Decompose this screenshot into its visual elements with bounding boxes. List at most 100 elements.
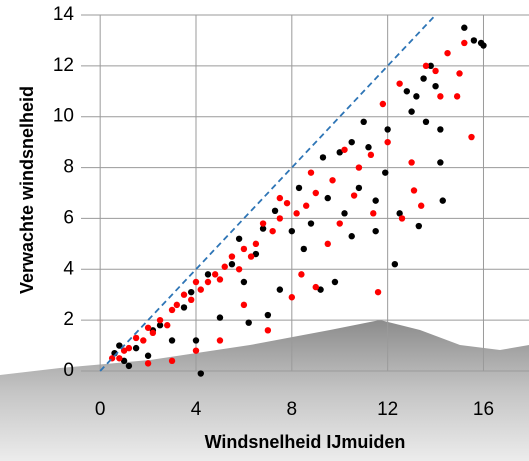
point	[168, 337, 176, 344]
point	[245, 319, 252, 326]
point	[164, 322, 171, 329]
point	[192, 278, 200, 286]
point	[422, 118, 430, 126]
point	[379, 100, 387, 108]
point	[437, 93, 444, 100]
point	[173, 301, 181, 309]
point	[365, 144, 372, 151]
point	[293, 210, 300, 217]
y-tick-label: 0	[63, 360, 74, 381]
point	[444, 49, 451, 57]
point	[367, 151, 375, 159]
point	[331, 278, 339, 286]
x-tick-label: 4	[191, 399, 202, 420]
point	[396, 80, 403, 87]
point	[276, 286, 284, 293]
point	[417, 202, 425, 209]
point	[264, 311, 272, 319]
point	[125, 362, 133, 370]
point	[180, 291, 188, 298]
point	[348, 138, 355, 146]
point	[453, 93, 461, 100]
y-tick-label: 6	[63, 207, 74, 228]
point	[384, 126, 391, 133]
x-tick-label: 16	[473, 399, 494, 420]
point	[461, 24, 468, 31]
point	[370, 210, 377, 217]
point	[144, 360, 152, 367]
point	[437, 126, 444, 133]
point	[468, 133, 475, 141]
point	[382, 169, 389, 176]
point	[283, 199, 291, 207]
point	[247, 253, 255, 260]
point	[132, 334, 140, 342]
point	[295, 184, 303, 192]
point	[477, 39, 485, 47]
point	[372, 227, 379, 235]
point	[120, 357, 128, 365]
y-tick-label: 12	[53, 55, 74, 76]
point	[204, 278, 212, 286]
point	[432, 83, 439, 90]
point	[216, 314, 224, 321]
point	[288, 294, 296, 301]
point	[302, 202, 310, 209]
point	[180, 304, 188, 311]
point	[228, 261, 236, 268]
point	[259, 225, 267, 232]
point	[317, 286, 324, 293]
point	[413, 93, 420, 100]
point	[374, 288, 382, 296]
point	[312, 189, 319, 197]
point	[329, 177, 336, 184]
point	[149, 329, 157, 337]
point	[336, 220, 343, 227]
point	[422, 62, 430, 70]
point	[168, 357, 176, 365]
x-tick-label: 12	[377, 399, 398, 420]
point	[360, 118, 367, 126]
background-dune	[0, 320, 529, 461]
point	[420, 75, 427, 82]
point	[116, 342, 123, 349]
point	[235, 235, 243, 242]
point	[240, 278, 248, 286]
point	[259, 220, 267, 227]
point	[298, 271, 305, 278]
reference-line	[99, 14, 437, 372]
point	[384, 138, 391, 146]
x-axis-title: Windsnelheid IJmuiden	[205, 432, 406, 452]
point	[348, 233, 355, 240]
point	[403, 88, 411, 95]
point	[192, 347, 200, 354]
point	[197, 370, 204, 377]
point	[269, 227, 276, 235]
point	[235, 266, 243, 273]
point	[372, 197, 379, 204]
point	[336, 149, 343, 156]
point	[432, 67, 439, 75]
point	[391, 261, 399, 268]
point	[125, 344, 133, 352]
point	[132, 344, 140, 352]
point	[439, 197, 446, 204]
point	[470, 37, 478, 44]
point	[240, 301, 248, 309]
point	[271, 207, 279, 214]
point	[324, 240, 331, 248]
point	[456, 70, 463, 77]
point	[120, 347, 128, 354]
point	[116, 355, 123, 362]
point	[307, 169, 315, 176]
point	[355, 184, 363, 192]
point	[408, 108, 415, 115]
point	[415, 222, 422, 230]
point	[288, 227, 296, 235]
point	[216, 337, 224, 344]
y-tick-label: 4	[63, 258, 74, 279]
point	[461, 39, 468, 47]
point	[188, 288, 195, 296]
point	[168, 306, 176, 314]
point	[355, 164, 363, 171]
